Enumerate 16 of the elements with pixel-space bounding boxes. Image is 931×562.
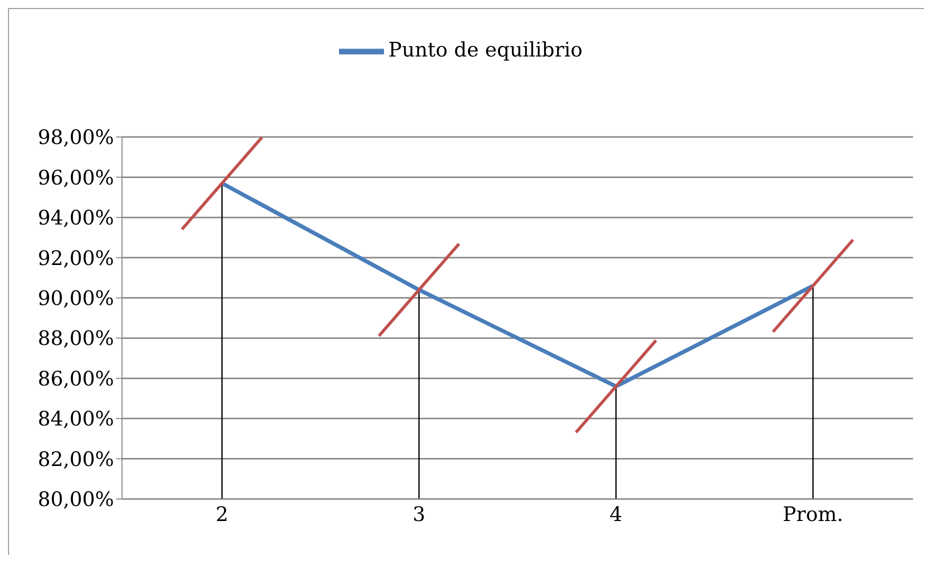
x-tick-label: Prom. xyxy=(782,502,844,526)
y-tick-label: 84,00% xyxy=(38,406,114,431)
y-tick-label: 92,00% xyxy=(38,246,114,270)
legend-label: Punto de equilibrio xyxy=(388,38,583,62)
line-series xyxy=(220,181,815,388)
y-tick-label: 94,00% xyxy=(38,206,114,230)
y-tick-label: 98,00% xyxy=(38,125,114,150)
y-tick-label: 88,00% xyxy=(38,326,114,350)
x-tick-label: 4 xyxy=(610,502,622,526)
x-tick-label: 3 xyxy=(412,502,426,526)
y-tick-label: 82,00% xyxy=(38,446,114,471)
y-tick-label: 96,00% xyxy=(38,165,114,190)
y-tick-label: 86,00% xyxy=(38,366,114,390)
y-tick-label: 90,00% xyxy=(38,286,114,310)
y-tick-label: 80,00% xyxy=(38,487,114,512)
x-tick-label: 2 xyxy=(216,502,228,526)
